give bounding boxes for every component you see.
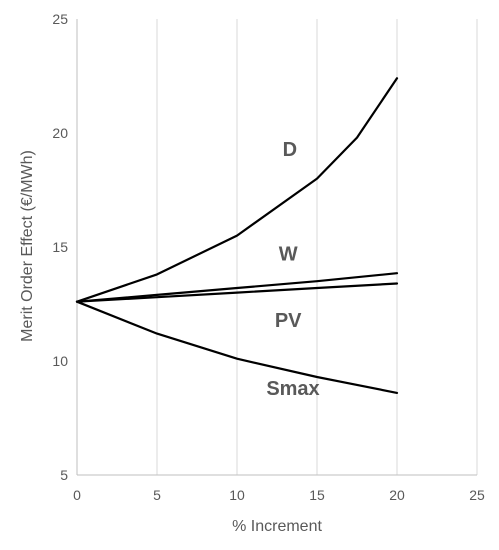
series-labels: D W PV Smax (266, 139, 319, 400)
y-tick-label: 20 (52, 125, 68, 141)
series-label-w: W (279, 244, 298, 266)
series-line-d (75, 77, 399, 303)
x-axis-title: % Increment (232, 518, 322, 535)
x-tick-label: 20 (389, 487, 405, 503)
y-tick-label: 10 (52, 353, 68, 369)
series-label-pv: PV (275, 310, 302, 332)
series-lines (75, 77, 399, 394)
y-tick-label: 5 (60, 467, 68, 483)
x-tick-label: 10 (229, 487, 245, 503)
grid (156, 19, 478, 475)
x-tick-label: 0 (73, 487, 81, 503)
series-label-smax: Smax (266, 378, 319, 400)
series-label-d: D (283, 139, 297, 161)
series-line-smax (75, 300, 399, 394)
x-tick-label: 5 (153, 487, 161, 503)
x-tick-label: 25 (469, 487, 485, 503)
y-axis-title: Merit Order Effect (€/MWh) (19, 150, 36, 342)
x-tick-label: 15 (309, 487, 325, 503)
series-line-pv (75, 282, 399, 303)
series-line-w (75, 272, 399, 303)
y-tick-label: 25 (52, 11, 68, 27)
y-tick-label: 15 (52, 239, 68, 255)
